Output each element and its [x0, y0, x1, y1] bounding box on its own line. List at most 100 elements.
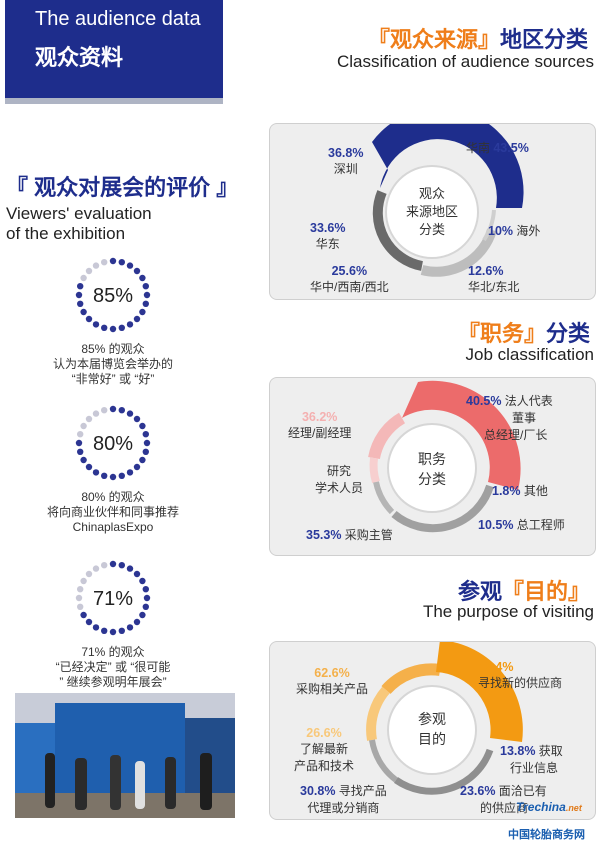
ring-dot	[85, 570, 93, 578]
ring-dot	[85, 415, 93, 423]
ring-dot	[85, 463, 93, 471]
ring-dot	[75, 594, 83, 602]
sources-title-cn: 『观众来源』地区分类	[367, 27, 588, 52]
purpose-label-existing: 23.6% 面洽已有 的供应商	[460, 784, 547, 815]
ring-dot	[92, 410, 100, 417]
evaluation-title: 『 观众对展会的评价 』 Viewers' evaluation of the …	[6, 170, 238, 244]
ring-dot	[143, 594, 151, 602]
purpose-arc-newsupplier	[436, 642, 523, 742]
ring-dot	[109, 628, 117, 636]
purpose-arc-purchase	[381, 663, 441, 695]
jobs-arc-purchase	[373, 481, 395, 515]
ring-dot	[80, 577, 87, 585]
ring-dot	[139, 577, 146, 585]
sources-donut-chart: 观众 来源地区 分类	[372, 124, 524, 277]
sources-card: 观众 来源地区 分类 华南 43.5% 36.8% 深圳 33.6% 华东 25…	[269, 123, 596, 300]
purpose-donut-center	[387, 685, 477, 775]
ring-dot	[80, 456, 87, 464]
jobs-center-line1: 职务	[418, 451, 446, 467]
sources-donut-center	[385, 165, 479, 259]
ring-dot	[139, 308, 146, 316]
ring-dot	[133, 415, 141, 423]
jobs-donut-chart: 职务 分类	[368, 380, 521, 533]
ring-dot	[77, 431, 84, 438]
jobs-label-other: 1.8% 其他	[492, 484, 548, 498]
ring-dot	[139, 611, 146, 619]
ring-dot	[92, 469, 100, 476]
ring-dot	[133, 267, 141, 275]
purpose-arc-existing	[393, 748, 494, 795]
ring-dot	[126, 410, 134, 417]
evaluation-item-1: 85% 85% 的观众 认为本届博览会举办的 “非常好” 或 “好”	[13, 252, 213, 387]
watermark: Trechina.net 中国轮胎商务网	[498, 800, 598, 846]
ring-dot	[142, 586, 149, 593]
ring-dot	[92, 262, 100, 269]
ring-dot	[85, 267, 93, 275]
jobs-arc-manager	[368, 412, 406, 460]
header-underline	[5, 98, 223, 104]
sources-label-overseas: 10% 海外	[488, 224, 541, 238]
purpose-arc-agent	[369, 739, 398, 783]
ring-dot	[142, 300, 149, 307]
header-banner: The audience data 观众资料	[5, 0, 223, 98]
sources-center-line1: 观众	[419, 186, 445, 201]
ring-dot	[133, 463, 141, 471]
jobs-label-engineer: 10.5% 总工程师	[478, 518, 565, 532]
ring-dot	[109, 473, 117, 481]
ring-dot	[142, 283, 149, 290]
ring-dot	[85, 315, 93, 323]
evaluation-text-2: 80% 的观众 将向商业伙伴和同事推荐 ChinaplasExpo	[46, 490, 179, 534]
header-title-cn: 观众资料	[35, 45, 124, 70]
evaluation-item-3: 71% 71% 的观众 “已经决定” 或 “很可能 ” 继续参观明年展会”	[13, 555, 213, 690]
ring-dot	[118, 472, 126, 479]
ring-dot	[77, 448, 84, 455]
jobs-center-line2: 分类	[418, 471, 446, 487]
jobs-card: 职务 分类 40.5% 法人代表 董事 总经理/厂长 36.2% 经理/副经理 …	[269, 377, 596, 556]
ring-dot	[118, 407, 126, 414]
sources-center-line3: 分类	[419, 222, 445, 237]
sources-arc-north	[420, 228, 497, 277]
purpose-label-info: 13.8% 获取 行业信息	[500, 744, 563, 775]
ring-dot	[77, 586, 84, 593]
ring-dot	[133, 315, 141, 323]
ring-dot	[142, 448, 149, 455]
ring-value: 71%	[93, 588, 133, 610]
jobs-label-legal: 40.5% 法人代表 董事 总经理/厂长	[466, 394, 553, 442]
ring-dot	[101, 562, 108, 569]
ring-dot	[101, 407, 108, 414]
jobs-label-purchase: 35.3% 采购主管	[306, 528, 393, 542]
ring-dot	[139, 456, 146, 464]
ring-value: 80%	[93, 433, 133, 455]
ring-dot	[101, 259, 108, 266]
evaluation-text-3: 71% 的观众 “已经决定” 或 “很可能 ” 继续参观明年展会”	[55, 645, 171, 689]
jobs-donut-center	[387, 423, 477, 513]
ring-dot	[77, 300, 84, 307]
ring-value: 85%	[93, 285, 133, 307]
ring-dot	[85, 618, 93, 626]
ring-dot	[101, 324, 108, 331]
evaluation-item-2: 80% 80% 的观众 将向商业伙伴和同事推荐 ChinaplasExpo	[13, 400, 213, 535]
jobs-title-cn: 『职务』分类	[457, 321, 590, 346]
sources-label-east: 33.6% 华东	[310, 221, 346, 251]
sources-label-shenzhen: 36.8% 深圳	[328, 146, 364, 176]
ring-dot	[109, 405, 117, 413]
ring-dot	[80, 422, 87, 430]
ring-dot	[126, 321, 134, 328]
ring-dot	[109, 257, 117, 265]
ring-dot	[92, 624, 100, 631]
ring-dot	[126, 262, 134, 269]
purpose-label-newsupplier: 42.4% 寻找新的供应商	[478, 660, 563, 690]
ring-dot	[77, 283, 84, 290]
purpose-arc-tech	[366, 686, 390, 741]
purpose-center-line2: 目的	[418, 731, 446, 747]
header-title-en: The audience data	[35, 8, 201, 30]
sources-center-line2: 来源地区	[406, 204, 458, 219]
evaluation-ring-85: 85%	[75, 257, 151, 333]
ring-dot	[109, 560, 117, 568]
ring-dot	[142, 431, 149, 438]
ring-dot	[133, 570, 141, 578]
purpose-donut-chart: 参观 目的	[366, 642, 523, 795]
purpose-label-purchase: 62.6% 采购相关产品	[296, 666, 369, 696]
jobs-arc-legal	[402, 380, 521, 490]
ring-dot	[139, 422, 146, 430]
